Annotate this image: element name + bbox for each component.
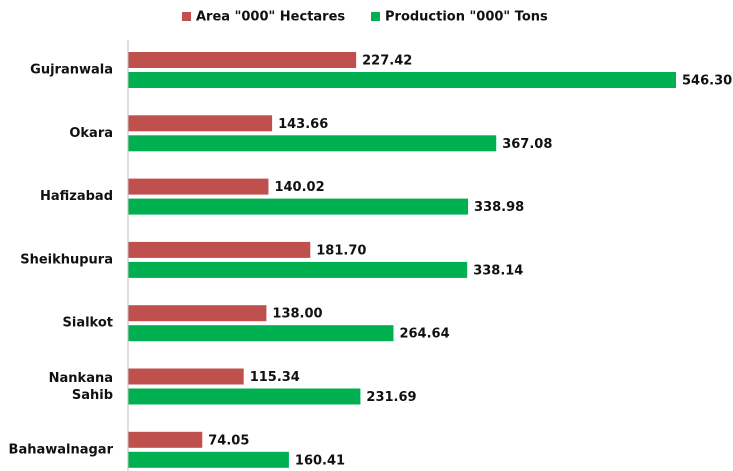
bar	[128, 325, 394, 342]
y-tick-label: Nankana Sahib	[49, 371, 113, 403]
bar	[128, 52, 357, 68]
bar	[128, 388, 361, 405]
bar	[128, 368, 244, 385]
y-tick-label: Gujranwala	[30, 63, 113, 78]
data-label: 138.00	[272, 307, 322, 322]
data-label: 227.42	[362, 54, 412, 69]
bar	[128, 115, 273, 132]
data-label: 181.70	[316, 243, 366, 258]
legend-swatch	[182, 12, 191, 21]
y-tick-label: Sialkot	[63, 316, 114, 331]
data-label: 140.02	[274, 180, 324, 195]
legend-label: Area "000" Hectares	[196, 10, 345, 25]
data-label: 160.41	[295, 453, 345, 468]
y-tick-label: Hafizabad	[40, 189, 113, 204]
data-label: 338.98	[474, 200, 524, 215]
data-label: 367.08	[502, 137, 552, 152]
legend-swatch	[371, 12, 380, 21]
data-label: 338.14	[473, 263, 523, 278]
bar	[128, 198, 469, 215]
bar	[128, 431, 203, 448]
bar	[128, 261, 468, 278]
data-label: 264.64	[399, 327, 449, 342]
bar	[128, 135, 497, 152]
bar	[128, 305, 267, 322]
bar	[128, 241, 311, 258]
data-label: 143.66	[278, 117, 328, 132]
y-tick-label: Okara	[69, 126, 113, 141]
data-label: 231.69	[366, 390, 416, 405]
data-label: 115.34	[250, 370, 300, 385]
bar	[128, 72, 676, 88]
y-tick-label: Bahawalnagar	[9, 442, 114, 457]
bar	[128, 451, 289, 468]
y-tick-label: Sheikhupura	[20, 252, 113, 267]
bar	[128, 178, 269, 195]
legend-label: Production "000" Tons	[385, 10, 548, 25]
data-label: 546.30	[682, 74, 732, 89]
data-label: 74.05	[208, 433, 249, 448]
